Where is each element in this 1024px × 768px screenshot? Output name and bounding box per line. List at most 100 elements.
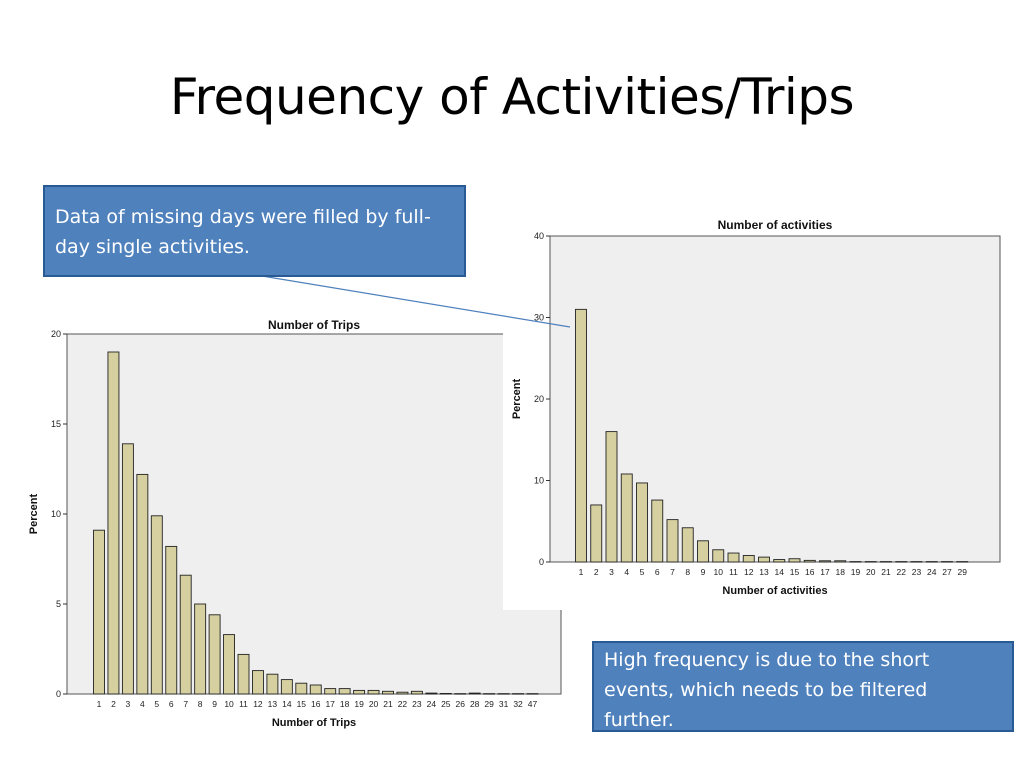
chart0-xtick-label: 28 xyxy=(470,699,480,709)
callout-high-frequency: High frequency is due to the short event… xyxy=(592,641,1014,732)
chart1-xtick-label: 6 xyxy=(655,567,660,577)
chart1-xtick-label: 21 xyxy=(881,567,891,577)
chart0-xtick-label: 32 xyxy=(513,699,523,709)
chart1-bar xyxy=(590,504,603,563)
slide-title: Frequency of Activities/Trips xyxy=(169,68,855,126)
chart0-xtick-label: 15 xyxy=(297,699,307,709)
chart0-ytick-label: 10 xyxy=(51,509,61,519)
chart0-xtick-label: 10 xyxy=(224,699,234,709)
chart0-bar xyxy=(468,692,481,695)
chart1-xtick-label: 19 xyxy=(851,567,861,577)
chart0-xtick-label: 24 xyxy=(427,699,437,709)
chart0-xtick-label: 20 xyxy=(369,699,379,709)
chart0-bar xyxy=(309,684,322,695)
chart0-xtick-label: 6 xyxy=(169,699,174,709)
chart1-bar xyxy=(880,561,892,563)
chart1-ytick-label: 0 xyxy=(539,557,544,567)
chart1-xtick-label: 2 xyxy=(594,567,599,577)
chart0-bar xyxy=(367,689,380,695)
chart1-ytick-label: 20 xyxy=(534,394,544,404)
chart0-xtick-label: 21 xyxy=(383,699,393,709)
chart1-bar xyxy=(834,560,847,563)
trips-chart: Number of Trips 0 5 10 15 20 Percent 1 2 3 4 5 6 7 8 9 1… xyxy=(0,310,570,750)
chart0-xtick-label: 5 xyxy=(154,699,159,709)
chart0-title: Number of Trips xyxy=(268,318,360,332)
chart0-bar xyxy=(512,693,524,695)
chart1-bar xyxy=(605,431,618,563)
chart0-bar xyxy=(93,529,105,695)
chart1-ytick-label: 30 xyxy=(534,313,544,323)
chart1-xtick-label: 24 xyxy=(927,567,937,577)
chart1-bar xyxy=(803,559,816,563)
chart1-xtick-label: 18 xyxy=(836,567,846,577)
activities-chart-svg: Number of activities 0 10 20 30 40 Percent 1 2 3 4… xyxy=(511,218,1001,597)
chart0-bar xyxy=(150,515,163,695)
chart1-plot-area xyxy=(549,235,1001,563)
chart1-bar xyxy=(956,561,969,563)
chart1-xtick-label: 4 xyxy=(624,567,629,577)
chart0-ytick-label: 20 xyxy=(51,329,61,339)
chart0-xtick-label: 26 xyxy=(456,699,466,709)
chart1-xtick-label: 10 xyxy=(714,567,724,577)
chart1-bar xyxy=(636,482,648,563)
chart0-bar xyxy=(410,690,423,695)
chart0-xtick-label: 8 xyxy=(198,699,203,709)
chart1-bar xyxy=(941,561,953,563)
chart1-xtick-label: 1 xyxy=(579,567,584,577)
chart0-xtick-label: 14 xyxy=(282,699,292,709)
chart0-bar xyxy=(121,443,134,695)
chart0-bar xyxy=(208,614,221,695)
activities-chart: Number of activities 0 10 20 30 40 Percent 1 2 3 4… xyxy=(503,212,1024,610)
chart0-xtick-label: 1 xyxy=(97,699,102,709)
chart0-xtick-label: 19 xyxy=(354,699,364,709)
chart1-xtick-label: 16 xyxy=(805,567,815,577)
chart0-xtick-label: 11 xyxy=(239,699,248,709)
chart0-bar xyxy=(526,693,539,695)
chart1-bar xyxy=(788,558,801,563)
chart0-bar xyxy=(266,673,279,695)
chart1-xtick-label: 17 xyxy=(820,567,830,577)
chart0-xtick-label: 7 xyxy=(183,699,188,709)
chart0-xtick-label: 29 xyxy=(484,699,494,709)
chart0-bar xyxy=(223,634,236,695)
chart1-bar xyxy=(742,555,755,563)
chart1-xtick-label: 15 xyxy=(790,567,800,577)
chart1-title: Number of activities xyxy=(718,218,833,232)
chart1-bar xyxy=(895,561,908,563)
chart1-bar xyxy=(849,561,862,563)
chart1-xtick-label: 12 xyxy=(744,567,754,577)
chart0-bar xyxy=(295,682,308,695)
chart0-xtick-label: 47 xyxy=(528,699,538,709)
chart1-bar xyxy=(925,561,938,563)
chart1-bar xyxy=(864,561,877,563)
chart1-xtick-label: 29 xyxy=(958,567,968,577)
chart1-ylabel: Percent xyxy=(511,378,523,419)
chart0-bar xyxy=(396,691,409,695)
chart1-bar xyxy=(712,549,725,563)
chart0-bar xyxy=(179,574,192,695)
chart0-xtick-label: 12 xyxy=(253,699,263,709)
chart1-bar xyxy=(666,519,679,563)
chart0-bar xyxy=(353,689,366,695)
chart0-xtick-label: 31 xyxy=(499,699,509,709)
chart0-plot-area xyxy=(66,333,562,695)
chart1-xtick-label: 22 xyxy=(897,567,907,577)
chart0-xtick-label: 2 xyxy=(111,699,116,709)
chart1-xlabel: Number of activities xyxy=(722,585,827,597)
chart1-xtick-label: 23 xyxy=(912,567,922,577)
chart0-xlabel: Number of Trips xyxy=(272,717,356,729)
chart1-xtick-label: 5 xyxy=(640,567,645,577)
chart1-bar xyxy=(575,308,587,563)
chart1-bar xyxy=(758,556,770,563)
chart0-ytick-label: 15 xyxy=(51,419,61,429)
chart1-bar xyxy=(620,473,633,563)
chart1-xtick-label: 13 xyxy=(759,567,769,577)
chart0-bar xyxy=(439,693,452,695)
chart0-bar xyxy=(136,473,149,695)
chart0-xtick-label: 25 xyxy=(441,699,451,709)
chart1-xtick-label: 20 xyxy=(866,567,876,577)
chart1-ytick-label: 40 xyxy=(534,231,544,241)
chart0-xtick-label: 9 xyxy=(212,699,217,709)
chart0-xtick-label: 13 xyxy=(268,699,278,709)
